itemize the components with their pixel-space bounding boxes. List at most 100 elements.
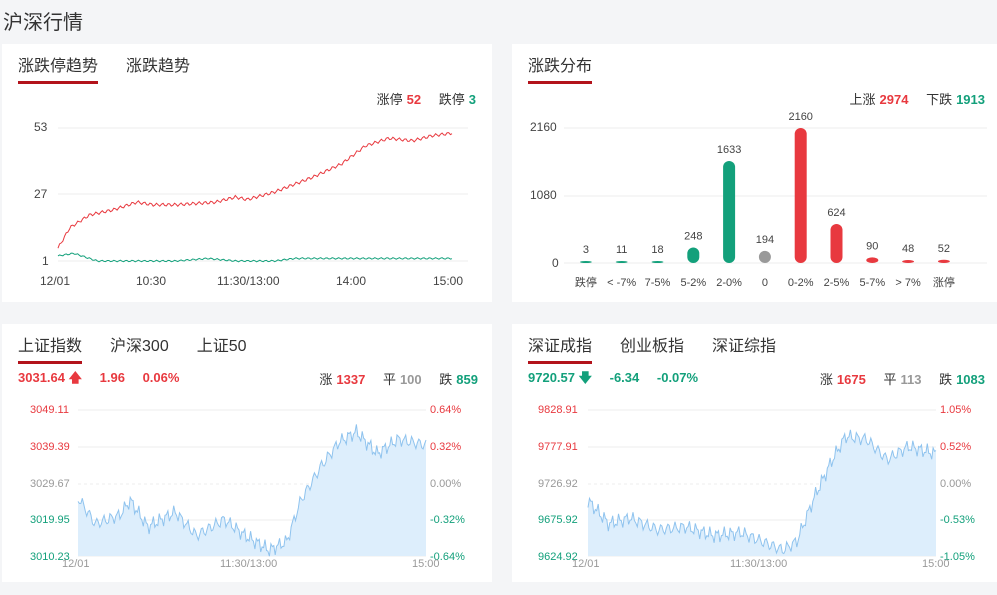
sz-y-left: 9726.92 (538, 478, 578, 490)
distribution-panel: 涨跌分布 上涨 2974 下跌 1913 2160 1080 0 3 跌停 11 < -7… (512, 44, 997, 302)
sh-y-right: -0.32% (430, 514, 465, 526)
bar (937, 259, 950, 263)
trend-y-tick: 53 (34, 120, 48, 134)
limit-trend-panel: 涨跌停趋势 涨跌趋势 涨停 52 跌停 3 53 27 1 12/01 10:30 … (2, 44, 492, 302)
bar (651, 261, 664, 263)
category-label: 0-2% (788, 277, 814, 289)
tab-chinext[interactable]: 创业板指 (620, 338, 685, 355)
bar-value-label: 52 (938, 243, 950, 255)
category-label: 2-5% (824, 277, 850, 289)
down-count: 1913 (956, 92, 985, 107)
bar (579, 261, 592, 263)
sz-x-tick: 15:00 (922, 558, 950, 570)
sz-change: -6.34 (609, 370, 640, 385)
bar-value-label: 3 (583, 244, 589, 256)
sh-y-right: 0.64% (430, 404, 462, 416)
sz-y-right: 0.52% (940, 441, 972, 453)
bar-value-label: 2160 (788, 111, 812, 123)
dist-legend: 上涨 2974 下跌 1913 (850, 89, 986, 108)
sh-y-left: 3049.11 (30, 404, 69, 416)
trend-y-tick: 27 (34, 187, 48, 201)
sz-up: 涨 1675 (819, 372, 866, 387)
sh-y-right: 0.00% (430, 478, 462, 490)
sz-breadth: 涨 1675 平 113 跌 1083 (806, 369, 985, 388)
sh-tabs: 上证指数 沪深300 上证50 (18, 332, 247, 364)
sz-x-tick: 12/01 (572, 558, 600, 570)
sz-y-left: 9777.91 (538, 441, 578, 453)
trend-tabs: 涨跌停趋势 涨跌趋势 (18, 52, 190, 84)
sz-quote-row: 9720.57 🡇 -6.34 -0.07% 涨 1675 平 113 跌 1083 (528, 369, 985, 391)
bar (794, 128, 807, 263)
sh-intraday-chart (77, 409, 427, 557)
sh-y-left: 3029.67 (30, 478, 70, 490)
limit-down-label: 跌停 (438, 92, 465, 107)
sz-y-left: 9675.92 (538, 514, 578, 526)
tab-updown-trend[interactable]: 涨跌趋势 (126, 58, 191, 75)
sh-quote-row: 3031.64 🡅 1.96 0.06% 涨 1337 平 100 跌 859 (18, 369, 478, 391)
limit-up-count: 52 (406, 92, 422, 107)
sh-flat: 平 100 (382, 372, 422, 387)
category-label: 5-2% (680, 277, 706, 289)
sh-index-panel: 上证指数 沪深300 上证50 3031.64 🡅 1.96 0.06% 涨 13… (2, 324, 492, 582)
limit-up-line (57, 132, 453, 249)
tab-limit-trend[interactable]: 涨跌停趋势 (18, 52, 99, 84)
sz-price: 9720.57 🡇 (528, 370, 592, 385)
sh-y-left: 3039.39 (30, 441, 70, 453)
sh-x-tick: 15:00 (412, 558, 440, 570)
sz-y-right: -0.53% (940, 514, 975, 526)
distribution-chart: 3 跌停 11 < -7% 18 7-5% 248 5-2% 1633 2-0% 194 0 2160 0… (564, 111, 987, 289)
bar (758, 250, 771, 263)
category-label: < -7% (607, 277, 636, 289)
up-label: 上涨 (849, 92, 876, 107)
category-label: 5-7% (859, 277, 885, 289)
tab-sz-composite[interactable]: 深证综指 (712, 338, 777, 355)
index-area (588, 429, 936, 556)
trend-y-tick: 1 (42, 254, 49, 268)
tab-sz-component[interactable]: 深证成指 (528, 332, 593, 364)
bar-value-label: 1633 (717, 144, 741, 156)
sz-down: 跌 1083 (939, 372, 985, 387)
bar (615, 261, 628, 263)
index-line (587, 429, 937, 555)
sz-flat: 平 113 (883, 372, 922, 387)
sh-y-right: 0.32% (430, 441, 462, 453)
sh-x-tick: 12/01 (62, 558, 90, 570)
dist-tabs: 涨跌分布 (528, 52, 593, 84)
bar-value-label: 18 (651, 244, 663, 256)
bar-value-label: 624 (827, 207, 845, 219)
trend-x-tick: 10:30 (136, 274, 167, 288)
category-label: 涨停 (933, 275, 955, 289)
arrow-up-icon: 🡅 (68, 370, 82, 385)
sh-y-left: 3010.23 (30, 551, 70, 563)
bar-value-label: 194 (756, 234, 774, 246)
sz-x-tick: 11:30/13:00 (730, 558, 788, 570)
trend-x-tick: 14:00 (336, 274, 367, 288)
bar (830, 224, 843, 263)
sh-price: 3031.64 🡅 (18, 370, 82, 385)
sh-x-tick: 11:30/13:00 (220, 558, 278, 570)
bar (902, 260, 915, 263)
trend-x-tick: 15:00 (433, 274, 464, 288)
sz-pct: -0.07% (656, 370, 699, 385)
limit-down-line (57, 252, 453, 263)
bar-value-label: 248 (684, 231, 702, 243)
dist-y-tick: 2160 (530, 120, 557, 134)
sz-intraday-chart (587, 409, 937, 557)
bar (687, 247, 700, 263)
sh-pct: 0.06% (142, 370, 180, 385)
tab-sse50[interactable]: 上证50 (196, 338, 247, 355)
limit-up-label: 涨停 (376, 92, 403, 107)
bar-value-label: 90 (866, 240, 878, 252)
bar (866, 257, 879, 263)
tab-sh-composite[interactable]: 上证指数 (18, 332, 83, 364)
sz-y-right: 0.00% (940, 478, 972, 490)
bar-value-label: 48 (902, 243, 914, 255)
dist-y-tick: 0 (552, 256, 559, 270)
category-label: > 7% (895, 277, 921, 289)
limit-down-count: 3 (468, 92, 476, 107)
page-title: 沪深行情 (3, 12, 83, 34)
tab-csi300[interactable]: 沪深300 (110, 338, 169, 355)
category-label: 2-0% (716, 277, 742, 289)
tab-distribution[interactable]: 涨跌分布 (528, 52, 593, 84)
